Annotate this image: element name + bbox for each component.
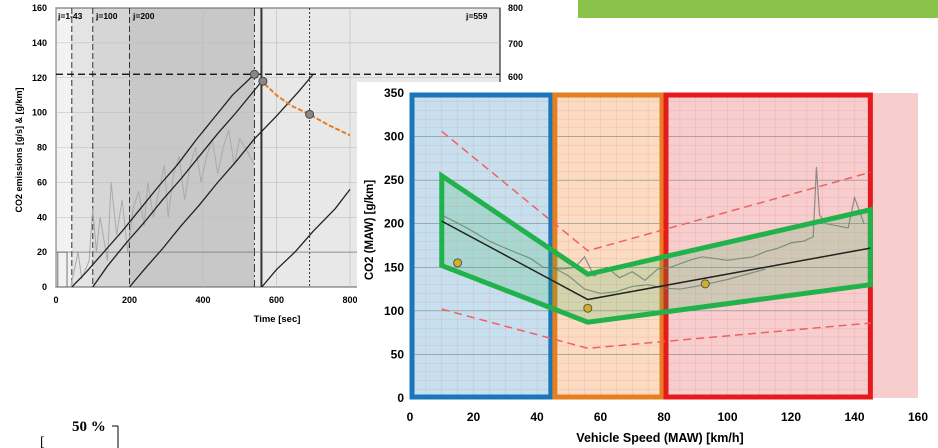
y-tick-label: 160 — [32, 3, 47, 13]
x-axis-label: Vehicle Speed (MAW) [km/h] — [576, 431, 743, 445]
y-tick-label: 300 — [384, 130, 404, 144]
x-tick-label: 600 — [269, 295, 284, 305]
chart-co2-vs-speed: 0 50 100 150 200 250 300 350 0 20 40 60 80 100 120 140 1… — [357, 82, 938, 448]
x-tick-label: 800 — [342, 295, 357, 305]
speed-region-fill — [410, 93, 553, 398]
start-marker-box — [57, 251, 68, 288]
y-tick-label: 40 — [37, 212, 47, 222]
reference-characteristic-line — [441, 220, 871, 301]
window-marker — [258, 76, 268, 86]
speed-region-border — [552, 92, 665, 400]
x-axis-label: Time [sec] — [254, 314, 301, 325]
y-tick-label: 0 — [42, 282, 47, 292]
y-tick-label: 120 — [32, 73, 47, 83]
y-tick-label: 250 — [384, 173, 404, 187]
y-axis-label: CO2 emissions [g/s] & [g/km] — [14, 87, 24, 212]
window-marker — [305, 109, 315, 119]
cumulative-line — [261, 188, 351, 288]
cumulative-line — [71, 73, 255, 288]
bottom-y-tick-label: 50 % — [72, 419, 106, 435]
y-tick-label: 150 — [384, 260, 404, 274]
y-tick-label: 20 — [37, 247, 47, 257]
speed-trace — [70, 129, 255, 288]
speed-region-border — [409, 92, 554, 400]
y-tick-label: 60 — [37, 177, 47, 187]
window-label: j=200 — [132, 11, 155, 21]
upper-tolerance-line — [441, 130, 871, 252]
average-point — [583, 303, 593, 313]
y-tick-label: 140 — [32, 38, 47, 48]
window-label: j=1-43 — [57, 11, 83, 21]
y-axis-label: CO2 (MAW) [g/km] — [364, 180, 376, 280]
cumulative-line — [92, 80, 263, 288]
x-tick-label: 120 — [781, 410, 801, 424]
average-point — [453, 258, 463, 268]
x-tick-label: 0 — [53, 295, 58, 305]
window-marker — [249, 69, 259, 79]
scatter-trace — [441, 167, 865, 282]
y-tick-label: 100 — [32, 108, 47, 118]
window-label: j=559 — [465, 11, 488, 21]
x-tick-label: 20 — [467, 410, 481, 424]
right-tick-label: 600 — [508, 72, 523, 82]
x-tick-label: 60 — [594, 410, 608, 424]
x-tick-label: 200 — [122, 295, 137, 305]
top-green-bar — [578, 0, 938, 18]
x-tick-label: 40 — [530, 410, 544, 424]
y-tick-label: 50 — [391, 347, 405, 361]
y-tick-label: 100 — [384, 304, 404, 318]
x-tick-label: 80 — [657, 410, 671, 424]
y-tick-label: 0 — [397, 391, 404, 405]
x-tick-label: 100 — [717, 410, 737, 424]
x-tick-label: 140 — [844, 410, 864, 424]
x-tick-label: 0 — [407, 410, 414, 424]
right-tick-label: 700 — [508, 39, 523, 49]
lower-tolerance-line — [441, 308, 871, 350]
y-tick-label: 80 — [37, 143, 47, 153]
x-tick-label: 400 — [195, 295, 210, 305]
bottom-y-axis-glyph: [ — [40, 435, 45, 448]
x-tick-label: 160 — [908, 410, 928, 424]
y-tick-label: 350 — [384, 86, 404, 100]
right-tick-label: 800 — [508, 3, 523, 13]
tolerance-polygon — [439, 171, 873, 325]
y-tick-label: 200 — [384, 217, 404, 231]
cumulative-line — [129, 73, 314, 288]
window-label: j=100 — [95, 11, 118, 21]
average-point — [700, 279, 710, 289]
